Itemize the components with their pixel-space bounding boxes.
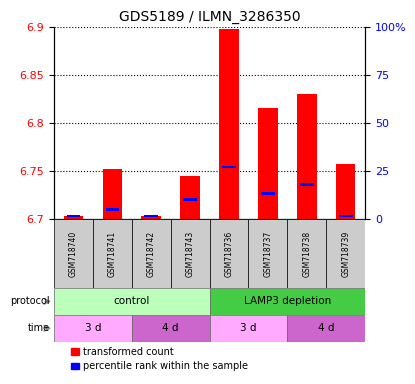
Bar	[63, 216, 83, 219]
Bar	[300, 183, 314, 186]
Bar	[54, 288, 210, 315]
Text: GSM718736: GSM718736	[225, 230, 234, 276]
Bar	[171, 219, 210, 288]
Bar	[287, 219, 326, 288]
Bar	[297, 94, 317, 219]
Bar	[54, 315, 132, 342]
Bar	[249, 219, 287, 288]
Bar	[181, 176, 200, 219]
Text: GSM718741: GSM718741	[108, 230, 117, 276]
Text: GSM718740: GSM718740	[69, 230, 78, 276]
Bar	[222, 166, 236, 169]
Bar	[142, 216, 161, 219]
Legend: transformed count, percentile rank within the sample: transformed count, percentile rank withi…	[67, 343, 251, 375]
Bar	[210, 288, 365, 315]
Bar	[326, 219, 365, 288]
Text: 3 d: 3 d	[85, 323, 101, 333]
Bar	[105, 208, 119, 211]
Bar	[339, 215, 353, 217]
Text: GSM718743: GSM718743	[186, 230, 195, 276]
Text: 4 d: 4 d	[318, 323, 334, 333]
Text: GSM718739: GSM718739	[341, 230, 350, 276]
Bar	[66, 215, 80, 217]
Text: protocol: protocol	[10, 296, 50, 306]
Bar	[93, 219, 132, 288]
Title: GDS5189 / ILMN_3286350: GDS5189 / ILMN_3286350	[119, 10, 300, 25]
Text: GSM718737: GSM718737	[264, 230, 272, 276]
Bar	[258, 109, 278, 219]
Bar	[183, 198, 197, 201]
Bar	[132, 315, 210, 342]
Bar	[219, 29, 239, 219]
Text: GSM718742: GSM718742	[147, 230, 156, 276]
Bar	[132, 219, 171, 288]
Bar	[261, 192, 275, 195]
Bar	[54, 219, 93, 288]
Bar	[210, 219, 249, 288]
Text: control: control	[114, 296, 150, 306]
Text: GSM718738: GSM718738	[303, 230, 311, 276]
Text: 4 d: 4 d	[162, 323, 179, 333]
Text: LAMP3 depletion: LAMP3 depletion	[244, 296, 331, 306]
Bar	[103, 169, 122, 219]
Bar	[336, 164, 356, 219]
Text: time: time	[28, 323, 50, 333]
Bar	[287, 315, 365, 342]
Text: 3 d: 3 d	[240, 323, 257, 333]
Bar	[210, 315, 287, 342]
Bar	[144, 215, 158, 217]
